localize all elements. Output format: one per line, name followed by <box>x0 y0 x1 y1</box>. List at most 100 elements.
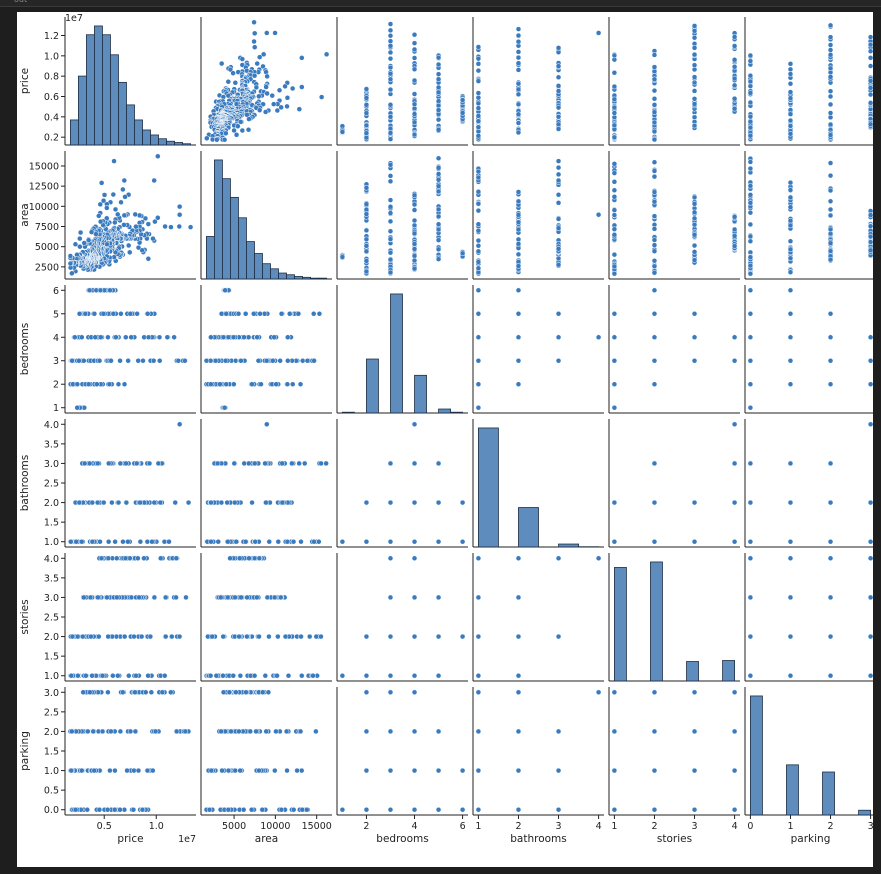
point-bathrooms-stories-7 <box>515 555 522 562</box>
point-price-parking-28 <box>104 806 111 813</box>
point-parking-area-51 <box>787 218 794 224</box>
point-price-area-458 <box>77 229 84 236</box>
hist-bar-area-5 <box>246 241 255 280</box>
point-area-stories-2 <box>285 672 292 679</box>
point-area-stories-113 <box>232 594 238 601</box>
point-price-bedrooms-134 <box>164 334 171 341</box>
point-bedrooms-area-227 <box>459 250 466 257</box>
point-bathrooms-bedrooms-11 <box>515 311 522 317</box>
point-stories-price-69 <box>651 102 658 108</box>
point-bathrooms-price-34 <box>475 94 482 101</box>
point-price-bedrooms-143 <box>105 334 111 341</box>
point-parking-bathrooms-4 <box>747 499 754 506</box>
point-parking-price-10 <box>747 58 754 64</box>
point-price-bathrooms-28 <box>166 538 172 545</box>
point-parking-bedrooms-0 <box>747 404 754 411</box>
point-bedrooms-price-175 <box>435 61 442 68</box>
point-parking-area-72 <box>787 222 794 229</box>
hist-bar-area-8 <box>270 268 279 280</box>
point-area-stories-71 <box>244 633 250 640</box>
point-area-price-2 <box>272 30 278 36</box>
point-area-bedrooms-137 <box>284 334 291 341</box>
point-stories-bathrooms-1 <box>651 538 658 545</box>
point-area-bathrooms-27 <box>252 538 258 545</box>
point-parking-bathrooms-10 <box>827 460 834 467</box>
ylabel-stories: stories <box>19 599 31 634</box>
point-price-bathrooms-30 <box>78 538 85 545</box>
hist-bar-bedrooms-9 <box>450 411 463 414</box>
point-stories-price-103 <box>691 23 698 29</box>
point-area-price-68 <box>289 85 296 92</box>
point-stories-parking-0 <box>611 806 618 813</box>
ytick-label-area-4: 12500 <box>29 182 59 193</box>
point-parking-price-32 <box>747 52 754 59</box>
point-bathrooms-price-73 <box>515 111 522 118</box>
point-bedrooms-price-151 <box>411 131 418 138</box>
point-parking-stories-9 <box>787 594 794 601</box>
point-stories-bathrooms-0 <box>611 538 618 545</box>
point-stories-area-136 <box>731 226 738 233</box>
point-stories-area-113 <box>691 201 698 207</box>
point-price-bedrooms-151 <box>98 334 104 341</box>
point-price-parking-33 <box>117 806 123 813</box>
point-bedrooms-price-76 <box>387 32 394 39</box>
xtick-label-parking-0: 0 <box>747 821 753 832</box>
point-parking-price-73 <box>787 80 794 87</box>
point-bedrooms-area-148 <box>411 192 418 199</box>
point-bathrooms-area-76 <box>555 164 562 171</box>
point-price-area-128 <box>110 191 117 198</box>
hist-bar-parking-9 <box>858 809 871 816</box>
point-price-stories-148 <box>122 555 129 562</box>
point-price-area-5 <box>162 223 168 230</box>
point-bathrooms-price-100 <box>555 88 562 94</box>
point-parking-stories-2 <box>827 672 834 679</box>
hist-bar-area-6 <box>254 253 263 280</box>
point-price-stories-110 <box>104 594 110 601</box>
point-stories-area-31 <box>611 232 618 238</box>
point-area-bathrooms-21 <box>233 538 240 545</box>
point-price-stories-37 <box>133 672 139 679</box>
point-parking-bedrooms-9 <box>747 334 754 341</box>
point-area-bathrooms-91 <box>318 460 324 467</box>
point-area-parking-103 <box>247 728 254 735</box>
yoffset-price: 1e7 <box>65 13 83 24</box>
point-area-price-484 <box>204 135 210 142</box>
point-price-parking-44 <box>144 767 151 774</box>
point-price-area-37 <box>132 211 138 218</box>
point-area-price-1 <box>264 30 270 36</box>
point-stories-area-48 <box>651 159 658 165</box>
point-price-bedrooms-72 <box>94 381 100 387</box>
point-bedrooms-area-147 <box>411 241 418 247</box>
point-stories-bathrooms-9 <box>731 460 738 467</box>
point-area-price-14 <box>254 60 260 67</box>
point-price-bathrooms-75 <box>109 499 115 506</box>
point-area-parking-86 <box>313 728 319 735</box>
point-parking-stories-11 <box>867 594 873 601</box>
point-stories-bedrooms-6 <box>731 357 738 364</box>
point-area-price-0 <box>251 19 257 26</box>
point-price-bathrooms-12 <box>120 538 126 545</box>
point-bedrooms-parking-10 <box>411 767 418 774</box>
point-stories-price-91 <box>691 51 698 58</box>
point-price-area-11 <box>150 235 156 242</box>
point-stories-area-103 <box>691 242 698 249</box>
point-price-bathrooms-71 <box>89 499 96 506</box>
point-price-parking-110 <box>132 728 139 735</box>
point-area-parking-21 <box>248 806 255 813</box>
point-bathrooms-bedrooms-0 <box>475 404 482 411</box>
point-price-area-434 <box>81 240 87 246</box>
hist-bar-area-9 <box>278 272 287 280</box>
ytick-label-bedrooms-5: 6 <box>53 286 59 297</box>
point-bedrooms-price-143 <box>411 31 418 38</box>
point-area-price-473 <box>223 130 229 137</box>
point-bedrooms-price-153 <box>435 116 442 123</box>
point-bedrooms-price-89 <box>387 27 394 34</box>
point-price-area-63 <box>122 194 128 200</box>
point-bedrooms-area-146 <box>411 217 418 224</box>
point-bedrooms-area-180 <box>435 155 442 162</box>
point-area-bedrooms-93 <box>299 357 306 364</box>
point-bedrooms-area-90 <box>387 218 394 225</box>
point-bathrooms-price-42 <box>515 54 522 61</box>
point-stories-bathrooms-7 <box>731 499 738 506</box>
point-price-area-13 <box>145 256 152 262</box>
